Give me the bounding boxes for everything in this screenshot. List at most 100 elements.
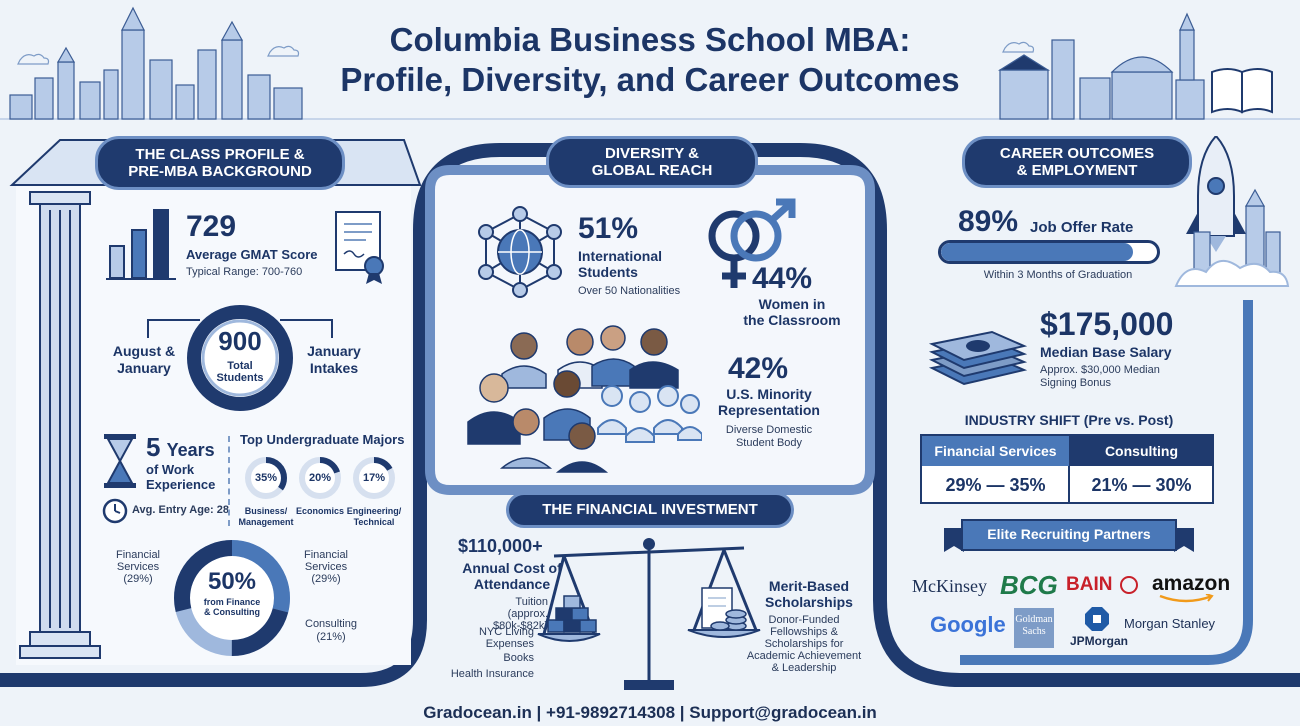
cost-label-line1: Annual Cost of bbox=[462, 560, 562, 576]
bonus-line2: Signing Bonus bbox=[1040, 377, 1111, 389]
scholarship-sub-line5: & Leadership bbox=[771, 662, 837, 674]
google-logo-text: Google bbox=[930, 612, 1006, 637]
amazon-logo: amazon bbox=[1152, 572, 1231, 595]
donut-left-line2: Services bbox=[116, 561, 160, 573]
donut-bottom-label: Consulting (21%) bbox=[296, 618, 366, 644]
students-label-line2: Students bbox=[216, 372, 264, 384]
work-years-value: 5 bbox=[146, 432, 161, 462]
title-line-1: Columbia Business School MBA: bbox=[389, 21, 911, 58]
students-value: 900 bbox=[218, 326, 262, 356]
intl-value: 51% bbox=[578, 212, 639, 245]
balance-scale-icon bbox=[537, 538, 761, 690]
partners-heading: Elite Recruiting Partners bbox=[987, 526, 1151, 542]
major-1-label-line1: Business/ bbox=[244, 506, 288, 516]
major-1-label: Business/ Management bbox=[234, 506, 298, 528]
hourglass-icon bbox=[104, 434, 136, 488]
intake-right-line1: January bbox=[307, 343, 361, 359]
students-ring bbox=[147, 305, 333, 411]
salary-label: Median Base Salary bbox=[1040, 344, 1172, 360]
major-1-percent: 35% bbox=[254, 472, 278, 484]
scholarship-sub-line1: Donor-Funded bbox=[768, 614, 840, 626]
title-line-2: Profile, Diversity, and Career Outcomes bbox=[340, 61, 960, 98]
finance-value: 50% bbox=[207, 568, 257, 595]
intl-sub: Over 50 Nationalities bbox=[578, 285, 681, 297]
work-years-unit: Years bbox=[166, 440, 215, 460]
donut-bottom-line2: (21%) bbox=[316, 631, 346, 643]
career-heading-line2: & EMPLOYMENT bbox=[1016, 162, 1138, 179]
skyline-left-icon bbox=[9, 6, 303, 120]
financial-heading: THE FINANCIAL INVESTMENT bbox=[506, 492, 794, 528]
scholarship-sub-line4: Academic Achievement bbox=[746, 650, 862, 662]
donut-right-line3: (29%) bbox=[311, 573, 341, 585]
offer-sub: Within 3 Months of Graduation bbox=[983, 269, 1133, 281]
gmat-value: 729 bbox=[186, 210, 237, 243]
living-label: NYC Living Expenses bbox=[452, 626, 534, 650]
intl-label-line1: International bbox=[578, 248, 663, 264]
intake-right: January Intakes bbox=[294, 343, 374, 377]
minority-label-line2: Representation bbox=[718, 402, 820, 418]
offer-label: Job Offer Rate bbox=[1030, 219, 1134, 236]
bain-logo-text: BAIN bbox=[1066, 574, 1113, 595]
majors-divider bbox=[228, 436, 230, 526]
goldman-line1: Goldman bbox=[1015, 614, 1053, 625]
major-2-label: Economics bbox=[288, 506, 352, 517]
health-label: Health Insurance bbox=[450, 668, 534, 680]
women-label-line1: Women in bbox=[758, 296, 826, 312]
class-profile-heading: THE CLASS PROFILE & PRE-MBA BACKGROUND bbox=[95, 136, 345, 190]
intake-left-line2: January bbox=[117, 360, 171, 376]
work-label-line1: of Work bbox=[146, 462, 195, 477]
industry-col2-value: 21% — 30% bbox=[1091, 475, 1192, 495]
donut-left-label: Financial Services (29%) bbox=[104, 549, 172, 585]
industry-table: Financial Services Consulting 29% — 35% … bbox=[920, 434, 1214, 504]
women-label-line2: the Classroom bbox=[743, 312, 841, 328]
amazon-smile-icon bbox=[1159, 594, 1214, 603]
minority-sub-line1: Diverse Domestic bbox=[725, 424, 813, 436]
cost-label-line2: Attendance bbox=[473, 576, 551, 592]
finance-label-line1: from Finance bbox=[203, 597, 261, 607]
finance-label-line2: & Consulting bbox=[204, 607, 260, 617]
offer-progress-track bbox=[938, 240, 1160, 264]
majors-rings bbox=[245, 457, 395, 499]
tuition-line1: Tuition bbox=[515, 596, 548, 608]
entry-age: Avg. Entry Age: 28 bbox=[132, 504, 229, 516]
diversity-heading: DIVERSITY & GLOBAL REACH bbox=[546, 136, 758, 188]
class-profile-heading-line1: THE CLASS PROFILE & bbox=[135, 145, 305, 163]
scholarship-sub-line3: Scholarships for bbox=[764, 638, 844, 650]
major-2-label-line1: Economics bbox=[295, 506, 344, 516]
mckinsey-logo: McKinsey bbox=[912, 576, 987, 596]
diversity-heading-line2: GLOBAL REACH bbox=[591, 162, 713, 179]
cost-label: Annual Cost of Attendance bbox=[456, 560, 568, 592]
minority-sub-line2: Student Body bbox=[735, 437, 803, 449]
certificate-icon bbox=[335, 211, 384, 284]
work-years: 5 Years bbox=[146, 432, 215, 463]
offer-value: 89% bbox=[958, 205, 1019, 238]
page-title: Columbia Business School MBA: Profile, D… bbox=[310, 20, 990, 100]
morgan-stanley-logo: Morgan Stanley bbox=[1124, 616, 1216, 631]
career-heading-line1: CAREER OUTCOMES bbox=[999, 144, 1155, 162]
open-book-icon bbox=[1211, 68, 1273, 114]
clock-icon bbox=[102, 498, 128, 524]
intl-label-line2: Students bbox=[578, 264, 638, 280]
major-2-percent: 20% bbox=[308, 472, 332, 484]
partners-ribbon bbox=[944, 519, 1194, 552]
work-label: of Work Experience bbox=[146, 462, 215, 492]
bain-circle-icon bbox=[1119, 575, 1138, 594]
major-1-label-line2: Management bbox=[238, 517, 294, 527]
scholarship-line1: Merit-Based bbox=[768, 578, 850, 594]
bonus-line1: Approx. $30,000 Median bbox=[1040, 364, 1160, 376]
diversity-heading-line1: DIVERSITY & bbox=[605, 144, 699, 162]
living-line1: NYC Living bbox=[478, 626, 534, 638]
industry-divider bbox=[1068, 466, 1070, 504]
donut-left-line1: Financial bbox=[115, 549, 161, 561]
goldman-sachs-logo: Goldman Sachs bbox=[1014, 608, 1054, 648]
bcg-logo: BCG bbox=[1000, 570, 1058, 600]
donut-right-line1: Financial bbox=[303, 549, 349, 561]
donut-right-label: Financial Services (29%) bbox=[292, 549, 360, 585]
industry-col1-header: Financial Services bbox=[922, 436, 1069, 466]
cost-value: $110,000+ bbox=[458, 536, 543, 556]
salary-value: $175,000 bbox=[1040, 306, 1174, 342]
jpmorgan-logo: JPMorgan bbox=[1070, 634, 1129, 648]
minority-label-line1: U.S. Minority bbox=[726, 386, 812, 402]
minority-sub: Diverse Domestic Student Body bbox=[704, 424, 834, 450]
students-label-line1: Total bbox=[227, 360, 253, 372]
